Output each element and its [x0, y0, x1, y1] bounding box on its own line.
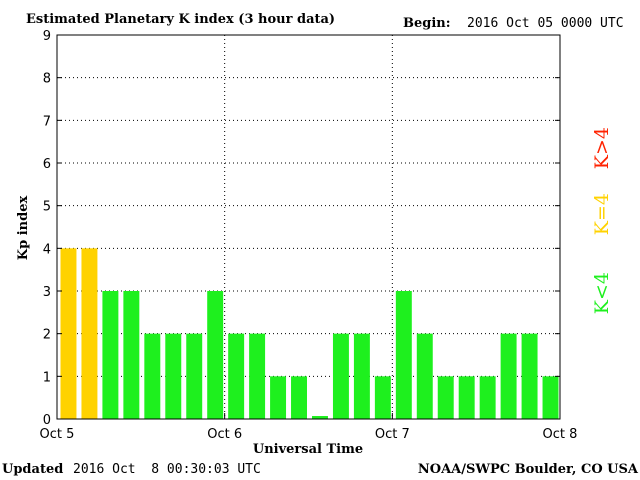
kp-bar — [102, 291, 119, 419]
y-tick-label: 3 — [43, 285, 51, 300]
y-tick-label: 6 — [43, 157, 51, 172]
kp-bar — [332, 333, 349, 419]
kp-bar — [207, 291, 224, 419]
kp-bar — [521, 333, 538, 419]
y-tick-label: 4 — [43, 242, 51, 257]
y-axis-label: Kp index — [16, 196, 31, 261]
x-ticks: Oct 5 Oct 6 Oct 7 Oct 8 — [40, 413, 578, 442]
y-tick-label: 8 — [43, 72, 51, 87]
legend-low: K<4 — [591, 272, 613, 314]
source-credit: NOAA/SWPC Boulder, CO USA — [418, 462, 639, 477]
kp-bar — [270, 376, 287, 419]
kp-bar — [81, 248, 98, 419]
x-tick-label: Oct 6 — [207, 427, 242, 442]
kp-bar — [228, 333, 245, 419]
y-tick-label: 2 — [43, 328, 51, 343]
updated-label: Updated — [2, 462, 63, 477]
kp-bar — [416, 333, 433, 419]
kp-bar — [144, 333, 161, 419]
legend-high: K>4 — [591, 127, 613, 169]
y-tick-label: 1 — [43, 370, 51, 385]
y-tick-label: 0 — [43, 413, 51, 428]
kp-bar — [312, 416, 328, 419]
y-tick-label: 9 — [43, 29, 51, 44]
kp-bar — [165, 333, 182, 419]
x-tick-label: Oct 7 — [375, 427, 410, 442]
kp-bar — [186, 333, 203, 419]
kp-bar — [249, 333, 266, 419]
kp-bar — [542, 376, 559, 419]
begin-value: 2016 Oct 05 0000 UTC — [467, 16, 624, 31]
x-tick-label: Oct 8 — [543, 427, 578, 442]
kp-bar — [123, 291, 140, 419]
y-ticks: 0 1 2 3 4 5 6 7 8 9 — [43, 29, 560, 428]
kp-bar — [479, 376, 496, 419]
begin-label: Begin: — [403, 16, 451, 31]
y-tick-label: 7 — [43, 114, 51, 129]
kp-bar — [353, 333, 370, 419]
kp-bar — [374, 376, 391, 419]
kp-bar — [437, 376, 454, 419]
kp-bar — [458, 376, 475, 419]
chart-title: Estimated Planetary K index (3 hour data… — [26, 12, 335, 27]
kp-bar — [60, 248, 77, 419]
kp-bar — [500, 333, 517, 419]
y-tick-label: 5 — [43, 200, 51, 215]
x-tick-label: Oct 5 — [40, 427, 75, 442]
plot-frame — [56, 34, 561, 420]
grid-lines — [57, 35, 560, 419]
kp-bar — [395, 291, 412, 419]
x-axis-label: Universal Time — [253, 442, 363, 457]
legend-mid: K=4 — [591, 193, 613, 235]
kp-bar — [291, 376, 307, 419]
updated-value: 2016 Oct 8 00:30:03 UTC — [73, 462, 261, 477]
bars — [60, 248, 559, 419]
